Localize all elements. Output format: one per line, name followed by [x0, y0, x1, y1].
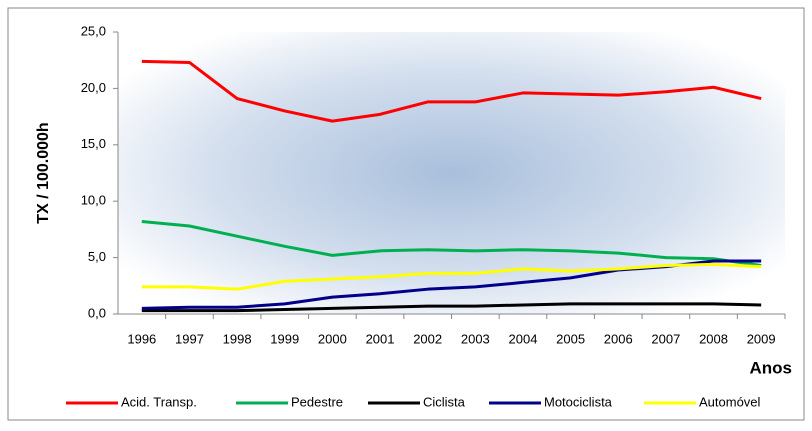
y-tick-label: 15,0	[81, 136, 106, 151]
x-tick-label: 2000	[318, 331, 347, 346]
series-line	[141, 262, 762, 291]
x-tick-label: 2008	[699, 331, 728, 346]
y-axis-label: TX / 100.000h	[35, 122, 52, 223]
x-tick-label: 1997	[175, 331, 204, 346]
x-tick-label: 1999	[270, 331, 299, 346]
x-tick-label: 2001	[366, 331, 395, 346]
x-tick-label: 1996	[127, 331, 156, 346]
x-tick-label: 2003	[461, 331, 490, 346]
x-tick-label: 2007	[651, 331, 680, 346]
series-line	[141, 220, 762, 267]
legend-label: Motociclista	[544, 394, 613, 409]
x-tick-label: 2002	[413, 331, 442, 346]
x-tick-label: 2009	[747, 331, 776, 346]
legend-label: Pedestre	[291, 394, 343, 409]
legend-label: Ciclista	[423, 394, 466, 409]
series-line	[141, 59, 762, 123]
y-tick-label: 20,0	[81, 80, 106, 95]
x-tick-label: 1998	[223, 331, 252, 346]
legend-label: Acid. Transp.	[121, 394, 197, 409]
plot-area	[118, 32, 785, 314]
x-tick-label: 2004	[509, 331, 538, 346]
x-tick-label: 2006	[604, 331, 633, 346]
y-tick-label: 25,0	[81, 23, 106, 38]
series-line	[141, 302, 762, 313]
legend-label: Automóvel	[699, 394, 761, 409]
y-tick-label: 0,0	[88, 305, 106, 320]
x-tick-label: 2005	[556, 331, 585, 346]
y-tick-label: 5,0	[88, 249, 106, 264]
y-tick-label: 10,0	[81, 193, 106, 208]
x-axis-label: Anos	[750, 358, 793, 377]
